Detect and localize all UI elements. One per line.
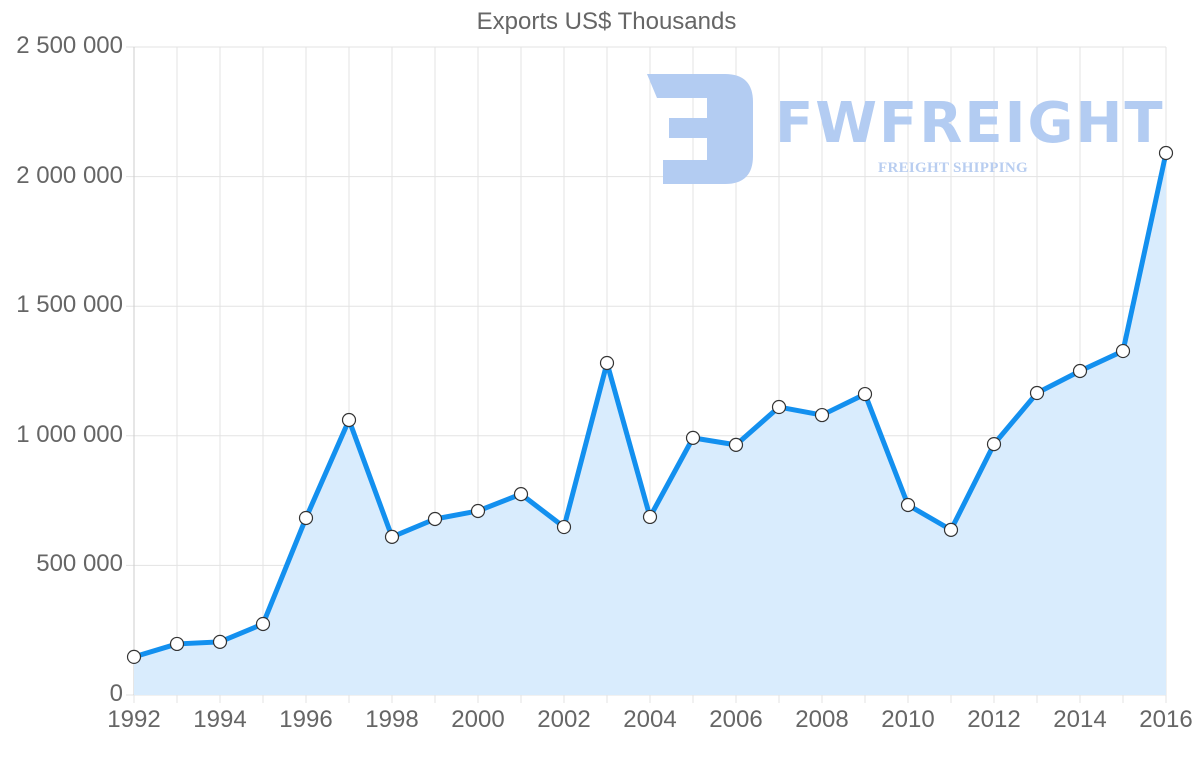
data-point[interactable]	[1115, 343, 1131, 359]
y-tick-label: 1 000 000	[16, 420, 123, 448]
x-tick-label: 1994	[193, 706, 247, 733]
data-point[interactable]	[1158, 145, 1174, 161]
data-point[interactable]	[169, 636, 185, 652]
data-point[interactable]	[771, 399, 787, 415]
x-tick-label: 2008	[795, 706, 849, 733]
data-point[interactable]	[599, 355, 615, 371]
data-point[interactable]	[642, 509, 658, 525]
data-point[interactable]	[341, 412, 357, 428]
data-point[interactable]	[900, 497, 916, 513]
x-tick-label: 2010	[881, 706, 935, 733]
y-tick-label: 1 500 000	[16, 291, 123, 319]
y-tick-label: 0	[109, 680, 123, 707]
data-point[interactable]	[685, 430, 701, 445]
x-tick-label: 1996	[279, 706, 333, 733]
data-point[interactable]	[126, 649, 142, 664]
data-point[interactable]	[986, 436, 1002, 452]
data-point[interactable]	[255, 616, 271, 632]
data-point[interactable]	[556, 519, 572, 535]
data-point[interactable]	[513, 487, 529, 502]
x-tick-label: 1998	[365, 706, 419, 733]
y-tick-label: 500 000	[36, 550, 123, 578]
y-tick-label: 2 000 000	[16, 161, 123, 189]
x-tick-label: 2000	[451, 706, 505, 733]
chart-title: Exports US$ Thousands	[476, 8, 737, 35]
data-point[interactable]	[1072, 363, 1088, 379]
data-point[interactable]	[1029, 385, 1045, 401]
x-tick-label: 1992	[107, 706, 161, 733]
data-point[interactable]	[857, 386, 873, 402]
x-tick-label: 2002	[537, 706, 591, 733]
data-point[interactable]	[212, 634, 228, 649]
data-point[interactable]	[814, 407, 830, 423]
data-point[interactable]	[298, 510, 314, 526]
x-tick-label: 2012	[967, 706, 1021, 733]
data-point[interactable]	[384, 529, 400, 544]
x-tick-label: 2016	[1139, 706, 1193, 733]
x-tick-label: 2004	[623, 706, 677, 733]
x-tick-label: 2014	[1053, 706, 1107, 733]
data-points	[126, 145, 1174, 664]
data-point[interactable]	[943, 522, 959, 537]
data-point[interactable]	[470, 503, 486, 519]
x-tick-label: 2006	[709, 706, 763, 733]
y-tick-label: 2 500 000	[16, 32, 123, 59]
data-point[interactable]	[427, 511, 443, 527]
area-fill	[134, 153, 1166, 695]
data-point[interactable]	[728, 437, 744, 452]
